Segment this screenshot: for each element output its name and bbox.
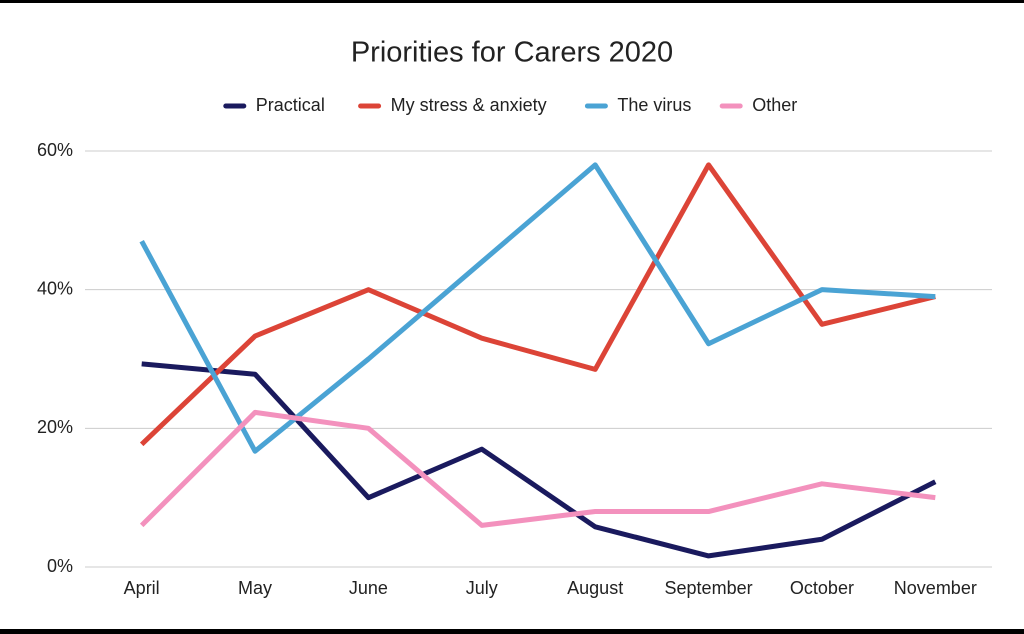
series-line (139, 162, 936, 454)
legend-label: Other (752, 95, 797, 115)
legend-label: The virus (617, 95, 691, 115)
y-tick-label: 0% (47, 556, 73, 576)
x-tick-label: July (466, 578, 498, 598)
x-tick-label: September (665, 578, 753, 598)
x-tick-label: October (790, 578, 854, 598)
y-tick-label: 40% (37, 278, 73, 298)
x-tick-label: November (894, 578, 977, 598)
legend-label: Practical (256, 95, 325, 115)
chart-title: Priorities for Carers 2020 (351, 37, 673, 69)
x-tick-label: August (567, 578, 623, 598)
legend-label: My stress & anxiety (391, 95, 547, 115)
y-tick-label: 60% (37, 140, 73, 160)
x-tick-label: June (349, 578, 388, 598)
series-line (141, 361, 937, 559)
y-tick-label: 20% (37, 417, 73, 437)
x-tick-label: May (238, 578, 272, 598)
x-tick-label: April (124, 578, 160, 598)
series-line (139, 409, 936, 528)
